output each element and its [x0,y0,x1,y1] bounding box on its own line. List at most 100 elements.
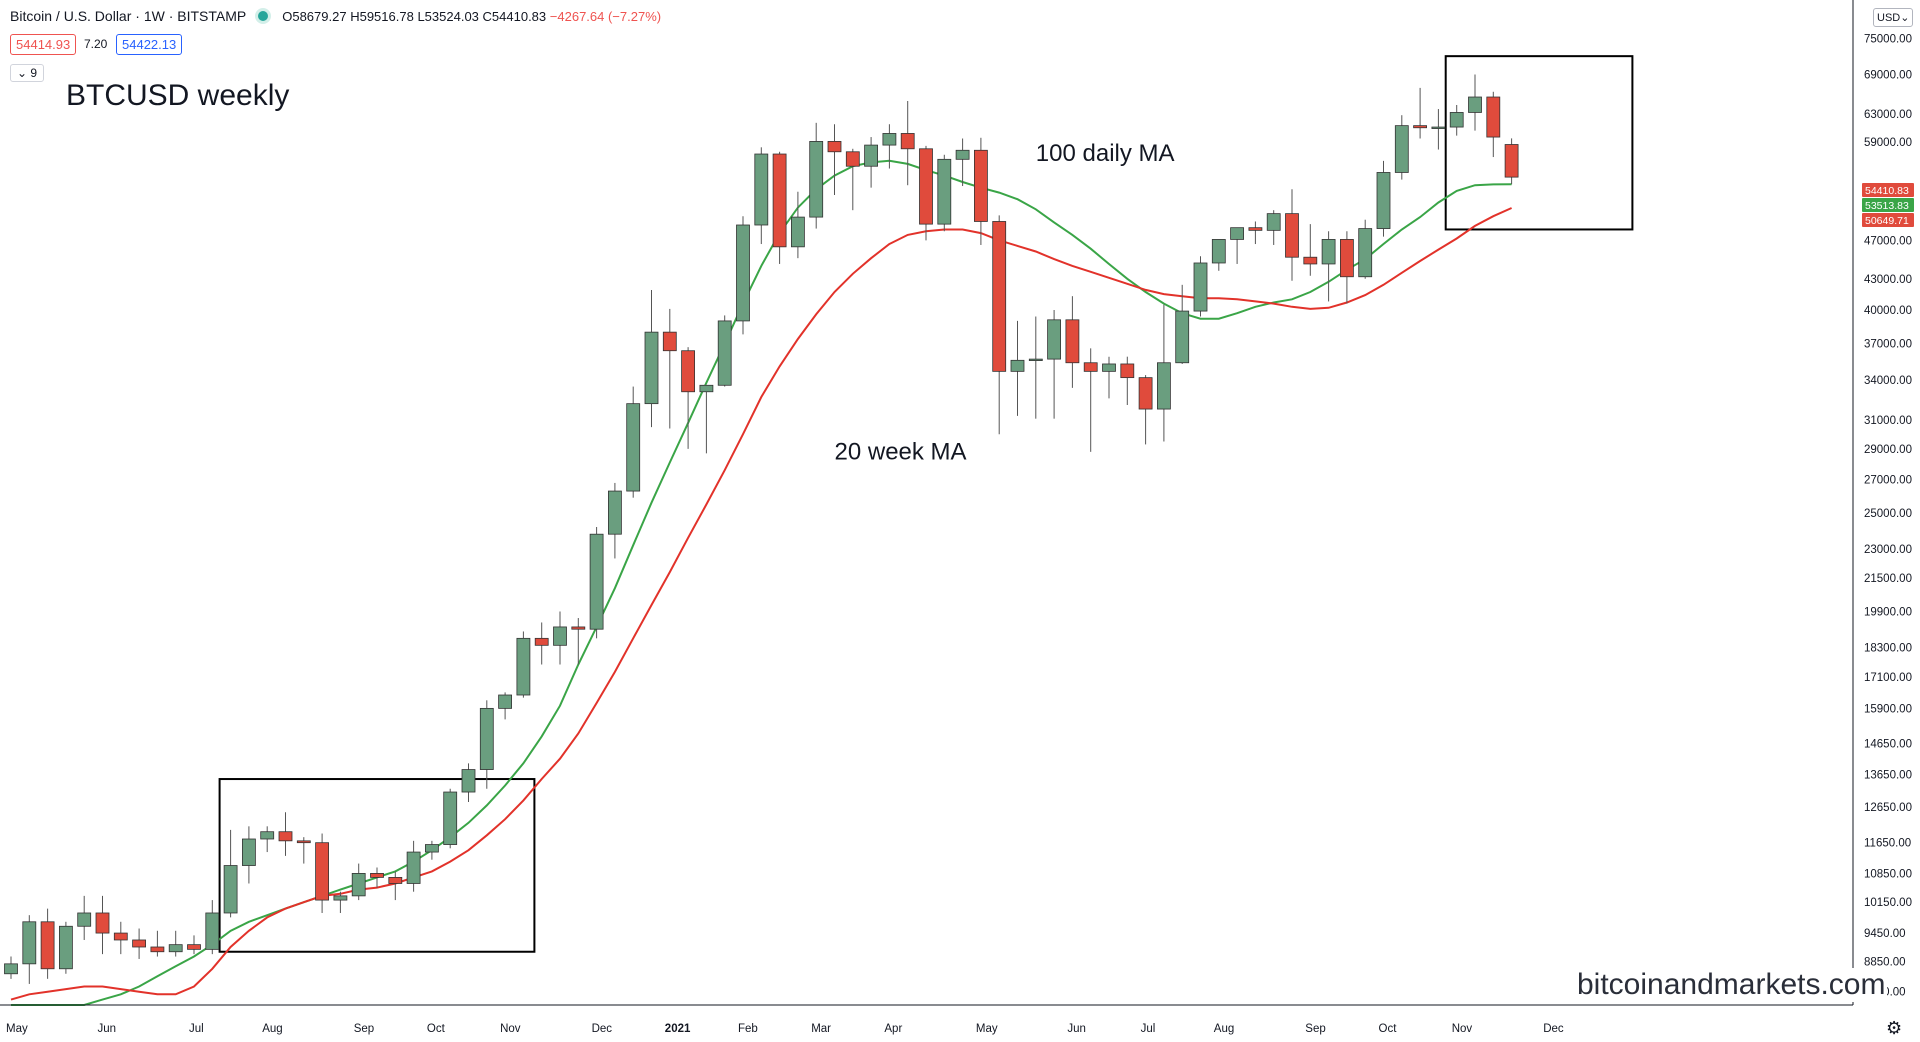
time-tick-label: 2021 [665,1023,691,1035]
price-tick-label: 19900.00 [1864,606,1912,618]
candle [333,891,348,913]
time-tick-label: Nov [500,1023,521,1035]
candle-body [974,149,988,222]
candle [1358,219,1373,279]
candle [1120,356,1135,406]
candle-body [1394,125,1409,173]
candle [1285,189,1299,281]
symbol-header: Bitcoin / U.S. Dollar · 1W · BITSTAMP O5… [10,8,661,24]
candle [1193,256,1208,317]
currency-select[interactable]: USD⌄ [1873,8,1914,27]
candle-body [1120,363,1135,379]
candle [791,191,805,259]
candle-body [772,153,787,248]
price-tick-label: 21500.00 [1864,573,1912,585]
candle-body [845,151,860,167]
candle-body [1157,362,1171,410]
ma-annotation: 100 daily MA [1036,140,1175,167]
candle-body [1102,363,1116,372]
chart-title: BTCUSD weekly [66,79,289,112]
price-tick-label: 18300.00 [1864,643,1912,655]
price-tick-label: 8850.00 [1864,956,1906,968]
candle-body [516,637,531,696]
candle-body [717,320,732,386]
time-tick-label: Mar [811,1023,831,1035]
candle-body [1413,125,1427,129]
candle [974,137,988,245]
candle-body [589,533,604,630]
candle [1321,231,1336,302]
candle-body [278,831,293,842]
price-tick-label: 10850.00 [1864,868,1912,880]
gear-icon[interactable]: ⚙ [1886,1018,1903,1038]
candle-body [40,921,55,970]
candle [571,618,586,665]
candle-body [1065,319,1080,364]
ma100-line [11,159,1512,1006]
price-tick-label: 34000.00 [1864,375,1912,387]
indicators-collapse-button[interactable]: ⌄ 9 [10,64,45,82]
candle [864,137,878,188]
ohlc-readout: O58679.27 H59516.78 L53524.03 C54410.83 … [282,9,661,24]
candle [1138,375,1153,445]
candle [534,622,549,665]
candle [388,871,403,901]
price-tick-label: 27000.00 [1864,475,1912,487]
last-price-badge [1862,183,1914,197]
candle-body [662,331,677,352]
candle-body [424,844,439,853]
candle [644,289,659,428]
buy-price-button[interactable]: 54422.13 [116,34,183,55]
candle-body [95,912,110,934]
candle [1230,227,1244,264]
candle-body [754,153,769,226]
high-value: H59516.78 [350,8,414,24]
last-price-label: 50649.71 [1862,213,1914,227]
candle-body [168,944,183,953]
candle [626,386,641,498]
candle [40,908,55,979]
candle-body [59,925,73,970]
candle-body [1468,96,1482,113]
candle-body [736,224,750,322]
last-price-text: 50649.71 [1865,215,1909,227]
candle-body [315,842,330,901]
live-dot-icon [258,11,269,21]
candle-body [1431,126,1446,129]
candle-body [461,769,476,793]
candle-body [1449,112,1464,128]
candle [1340,231,1354,304]
sell-price-button[interactable]: 54414.93 [10,34,77,55]
candle-body [1266,213,1281,231]
price-tick-label: 29000.00 [1864,444,1912,456]
candle [1486,91,1501,158]
time-tick-label: Aug [262,1023,282,1035]
candle-body [1340,239,1354,278]
candle [955,138,970,187]
candle [77,895,92,940]
close-value: C54410.83 [482,8,547,24]
candle-body [187,944,201,950]
candle-body [1358,228,1373,278]
price-tick-label: 47000.00 [1864,235,1912,247]
candle-body [223,865,238,914]
ma20-line [10,207,1513,1001]
candle-body [443,791,458,845]
candle-body [1376,172,1391,229]
candle [1449,105,1464,136]
last-price-label: 54410.83 [1862,183,1914,197]
time-tick-label: Jul [189,1023,204,1035]
candle [553,611,567,665]
candle [223,829,238,918]
candle [187,935,201,955]
candle [1431,109,1446,150]
candle [1394,115,1409,180]
symbol-name[interactable]: Bitcoin / U.S. Dollar · 1W · BITSTAMP [10,8,247,24]
candle [4,956,18,979]
candle-body [296,840,311,844]
candle [406,840,421,892]
candle-body [1193,262,1208,312]
time-tick-label: Nov [1452,1023,1473,1035]
candle [937,154,952,232]
